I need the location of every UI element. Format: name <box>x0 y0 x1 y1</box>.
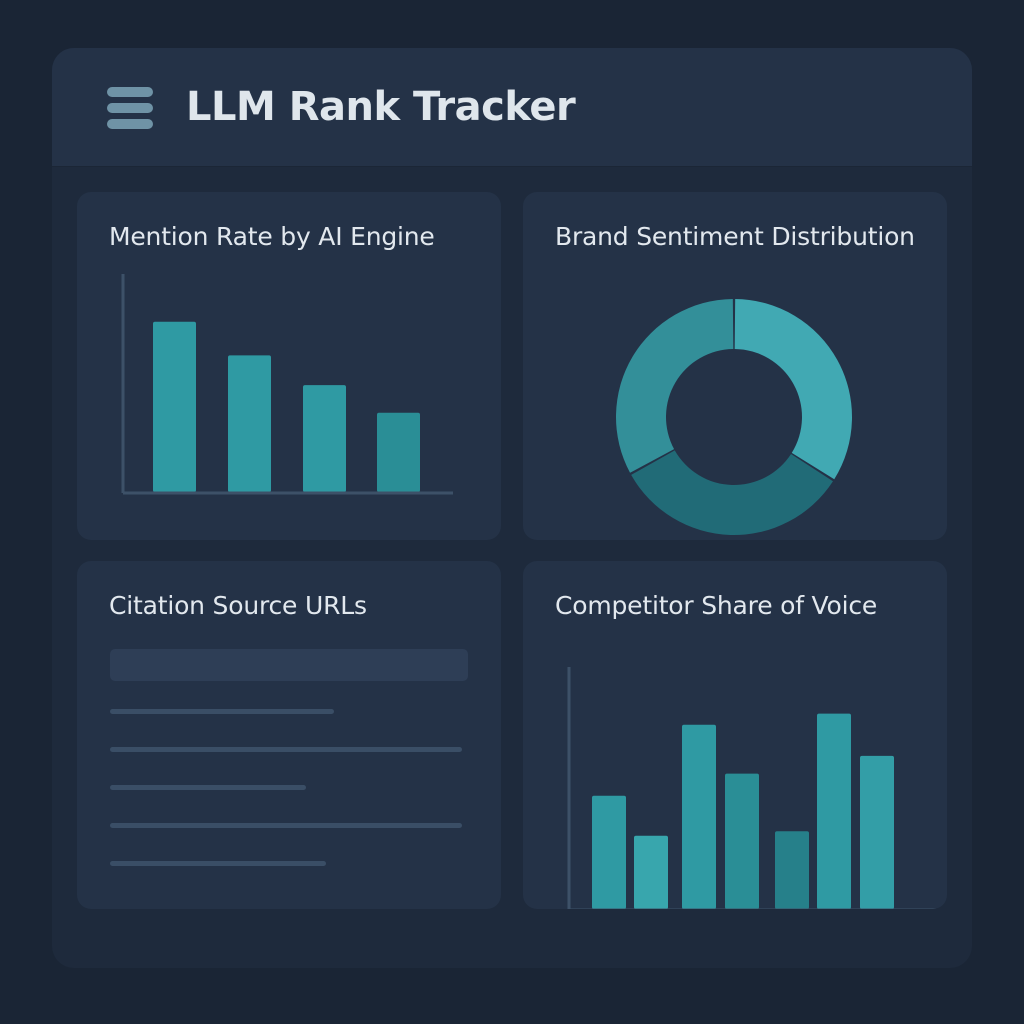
citation-search-bar[interactable] <box>110 649 468 681</box>
bar-3 <box>303 385 346 492</box>
donut-slice-2 <box>631 450 833 535</box>
brand-sentiment-card: Brand Sentiment Distribution <box>523 192 947 540</box>
citation-url-row[interactable] <box>110 747 462 752</box>
bar-4 <box>377 412 420 492</box>
bar-5 <box>775 831 809 909</box>
app-header: LLM Rank Tracker <box>52 48 972 167</box>
hamburger-menu-icon[interactable] <box>107 86 153 132</box>
competitor-share-chart <box>567 667 947 909</box>
bar-2 <box>634 835 668 909</box>
competitor-share-card: Competitor Share of Voice <box>523 561 947 909</box>
citation-url-row[interactable] <box>110 823 462 828</box>
mention-rate-chart <box>121 274 453 495</box>
bar-2 <box>228 355 271 492</box>
citation-sources-card: Citation Source URLs <box>77 561 501 909</box>
bar-4 <box>725 773 759 909</box>
mention-rate-card: Mention Rate by AI Engine <box>77 192 501 540</box>
bar-7 <box>860 755 894 909</box>
citation-url-row[interactable] <box>110 709 334 714</box>
mention-rate-title: Mention Rate by AI Engine <box>109 222 435 251</box>
competitor-share-title: Competitor Share of Voice <box>555 591 878 620</box>
citation-url-row[interactable] <box>110 861 326 866</box>
app-title: LLM Rank Tracker <box>186 84 576 130</box>
brand-sentiment-chart <box>616 299 852 535</box>
bar-6 <box>817 713 851 909</box>
donut-slice-3 <box>616 299 734 473</box>
citation-url-row[interactable] <box>110 785 306 790</box>
brand-sentiment-title: Brand Sentiment Distribution <box>555 222 915 251</box>
donut-slice-1 <box>734 299 852 480</box>
bar-1 <box>153 321 196 492</box>
citation-sources-title: Citation Source URLs <box>109 591 367 620</box>
app-window: LLM Rank Tracker Mention Rate by AI Engi… <box>52 48 972 968</box>
bar-1 <box>592 795 626 909</box>
bar-3 <box>682 724 716 909</box>
